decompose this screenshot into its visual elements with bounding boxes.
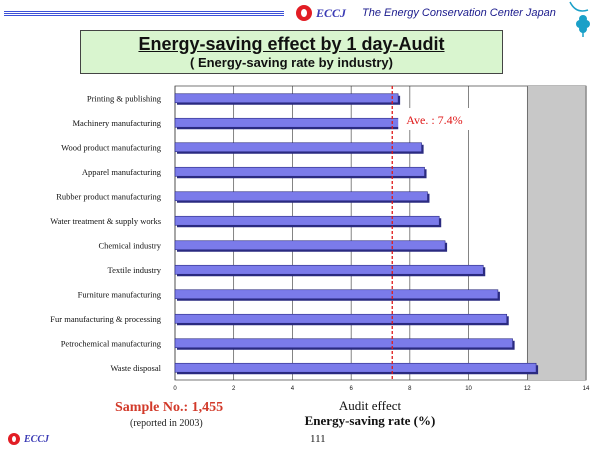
footer-logo-text: ECCJ [24, 434, 50, 445]
category-label: Waste disposal [110, 363, 161, 373]
bar [174, 215, 440, 226]
plot-shade-band [527, 86, 586, 380]
category-label: Wood product manufacturing [61, 142, 162, 152]
x-tick-label: 2 [232, 386, 236, 392]
bar [174, 313, 508, 324]
bar [174, 338, 513, 349]
clover-icon [569, 1, 590, 37]
eccj-logo-icon [296, 5, 312, 21]
page-title: Energy-saving effect by 1 day-Audit [138, 34, 445, 54]
bar [174, 117, 405, 128]
category-label: Fur manufacturing & processing [50, 314, 161, 324]
average-label-bg [398, 108, 499, 130]
category-label: Water treatment & supply works [50, 216, 161, 226]
organization-name: The Energy Conservation Center Japan [362, 7, 556, 19]
plot-area [174, 85, 587, 381]
header-rule [4, 11, 284, 16]
x-tick-label: 10 [465, 386, 472, 392]
header-logo-text: ECCJ [316, 6, 347, 20]
bar [174, 166, 425, 177]
bar [174, 191, 428, 202]
x-tick-label: 4 [291, 386, 295, 392]
category-label: Furniture manufacturing [78, 289, 162, 299]
sample-count: Sample No.: 1,455 [115, 400, 224, 415]
category-label: Textile industry [108, 265, 162, 275]
bar-chart: 0 2 4 6 8 10 12 14 Printing & publishing Machiner… [50, 85, 590, 392]
category-label: Apparel manufacturing [82, 167, 162, 177]
bar [174, 264, 484, 275]
bar [174, 362, 537, 373]
footer-logo-icon [8, 433, 20, 445]
page-subtitle: ( Energy-saving rate by industry) [190, 55, 393, 70]
bar [174, 142, 422, 153]
category-label: Printing & publishing [87, 93, 162, 103]
page-number: 111 [310, 433, 326, 445]
reported-note: (reported in 2003) [130, 418, 203, 429]
x-axis-title: Audit effect [338, 398, 402, 413]
x-tick-label: 6 [349, 386, 353, 392]
category-label: Petrochemical manufacturing [61, 338, 162, 348]
x-tick-label: 8 [408, 386, 412, 392]
bar [174, 289, 499, 300]
category-label: Chemical industry [98, 240, 161, 250]
title-box: Energy-saving effect by 1 day-Audit ( En… [80, 30, 503, 74]
x-tick-label: 0 [173, 386, 177, 392]
category-label: Rubber product manufacturing [56, 191, 162, 201]
bar [174, 93, 399, 104]
x-tick-label: 12 [524, 386, 531, 392]
average-label: Ave. : 7.4% [406, 113, 462, 127]
bar [174, 240, 446, 251]
x-tick-label: 14 [583, 386, 590, 392]
x-axis-subtitle: Energy-saving rate (%) [304, 413, 436, 428]
category-label: Machinery manufacturing [72, 118, 161, 128]
